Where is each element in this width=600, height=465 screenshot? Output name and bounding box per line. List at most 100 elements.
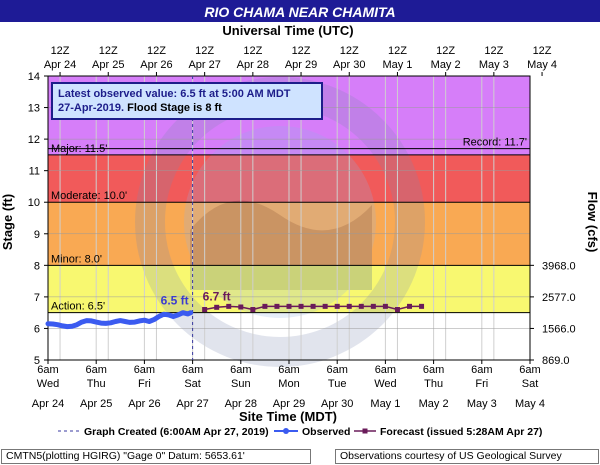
x-top-date: Apr 30	[333, 59, 365, 71]
legend-forecast-marker	[362, 428, 368, 434]
x-bottom-day: Tue	[328, 378, 347, 390]
legend-observed-label: Observed	[302, 426, 350, 438]
x-bottom-day: Sat	[184, 378, 201, 390]
data-series: 6.5 ft 6.7 ft	[45, 76, 425, 360]
x-top-date: Apr 29	[285, 59, 317, 71]
axes: 5 6 7 8 9 10 11 12 13 14 869.0 1566.0 2577.0 3968.0 6a…	[28, 45, 576, 410]
y-left-tick-label: 5	[34, 355, 40, 367]
x-bottom-day: Wed	[374, 378, 396, 390]
forecast-point	[310, 303, 316, 309]
observed-series-line	[45, 310, 194, 330]
x-top-hour: 12Z	[147, 45, 166, 57]
forecast-point	[238, 304, 244, 310]
x-top-date: May 2	[431, 59, 461, 71]
forecast-value-annotation: 6.7 ft	[203, 289, 231, 303]
x-bottom-time: 6am	[471, 364, 492, 376]
x-bottom-date: Apr 30	[321, 398, 353, 410]
bottom-axis-title: Site Time (MDT)	[239, 409, 337, 424]
x-bottom-time: 6am	[85, 364, 106, 376]
chart-title: RIO CHAMA NEAR CHAMITA	[204, 4, 395, 20]
forecast-point	[322, 303, 328, 309]
forecast-point	[334, 303, 340, 309]
legend-observed-marker	[283, 428, 289, 434]
threshold-lines: Major: 11.5'Moderate: 10.0'Minor: 8.0'Ac…	[48, 137, 530, 314]
y-left-tick-label: 14	[28, 71, 40, 83]
x-top-hour: 12Z	[243, 45, 262, 57]
x-bottom-date: May 1	[370, 398, 400, 410]
forecast-point	[274, 303, 280, 309]
legend: Graph Created (6:00AM Apr 27, 2019) Obser…	[58, 426, 542, 438]
y-right-tick-label: 1566.0	[542, 323, 576, 335]
forecast-point	[202, 307, 208, 313]
y-left-tick-label: 8	[34, 260, 40, 272]
forecast-point	[214, 304, 220, 310]
y-left-tick-label: 7	[34, 292, 40, 304]
record-label: Record: 11.7'	[463, 137, 527, 149]
x-top-hour: 12Z	[388, 45, 407, 57]
x-top-hour: 12Z	[340, 45, 359, 57]
top-axis-title: Universal Time (UTC)	[222, 23, 353, 38]
x-top-date: May 4	[527, 59, 557, 71]
x-bottom-date: Apr 29	[273, 398, 305, 410]
threshold-label-minor: Minor: 8.0'	[51, 253, 102, 265]
x-bottom-time: 6am	[519, 364, 540, 376]
y-left-tick-label: 13	[28, 103, 40, 115]
x-bottom-time: 6am	[182, 364, 203, 376]
x-top-date: Apr 28	[237, 59, 269, 71]
forecast-point	[286, 303, 292, 309]
x-bottom-day: Mon	[278, 378, 299, 390]
y-right-label: Flow (cfs)	[585, 192, 600, 253]
x-bottom-day: Sat	[522, 378, 539, 390]
forecast-point	[262, 303, 268, 309]
y-right-tick-label: 3968.0	[542, 260, 576, 272]
x-bottom-time: 6am	[326, 364, 347, 376]
footer-attribution: Observations courtesy of US Geological S…	[335, 449, 599, 464]
x-top-hour: 12Z	[436, 45, 455, 57]
y-left-tick-label: 11	[29, 166, 40, 178]
x-top-hour: 12Z	[292, 45, 311, 57]
x-bottom-time: 6am	[423, 364, 444, 376]
x-bottom-date: May 4	[515, 398, 545, 410]
x-bottom-date: Apr 28	[225, 398, 257, 410]
threshold-label-action: Action: 6.5'	[51, 301, 105, 313]
y-right-tick-label: 869.0	[542, 355, 570, 367]
x-top-date: Apr 25	[92, 59, 124, 71]
forecast-point	[407, 303, 412, 309]
x-bottom-date: May 3	[467, 398, 497, 410]
x-bottom-day: Thu	[424, 378, 443, 390]
x-bottom-time: 6am	[37, 364, 58, 376]
y-left-label: Stage (ft)	[0, 194, 15, 250]
flood-stage-text: Flood Stage is 8 ft	[127, 102, 222, 114]
threshold-label-moderate: Moderate: 10.0'	[51, 190, 127, 202]
x-top-date: May 1	[382, 59, 412, 71]
x-top-date: Apr 24	[44, 59, 76, 71]
latest-observed-line2: 27-Apr-2019. Flood Stage is 8 ft	[58, 101, 316, 115]
x-bottom-date: Apr 27	[176, 398, 208, 410]
observed-value-annotation: 6.5 ft	[161, 294, 189, 308]
title-bar	[0, 0, 600, 22]
forecast-point	[250, 307, 256, 313]
forecast-point	[370, 303, 376, 309]
x-bottom-time: 6am	[375, 364, 396, 376]
x-bottom-day: Sun	[231, 378, 251, 390]
x-bottom-date: Apr 24	[32, 398, 64, 410]
x-bottom-day: Wed	[37, 378, 59, 390]
x-bottom-day: Thu	[87, 378, 106, 390]
x-top-date: Apr 26	[140, 59, 172, 71]
forecast-point	[394, 307, 400, 313]
forecast-point	[382, 303, 388, 309]
y-left-tick-label: 6	[34, 323, 40, 335]
y-left-tick-label: 9	[34, 229, 40, 241]
x-bottom-day: Fri	[138, 378, 151, 390]
x-bottom-date: Apr 25	[80, 398, 112, 410]
forecast-point	[419, 303, 425, 309]
forecast-point	[358, 303, 364, 309]
observation-date: 27-Apr-2019.	[58, 102, 125, 114]
x-bottom-time: 6am	[278, 364, 299, 376]
y-right-tick-label: 2577.0	[542, 292, 576, 304]
y-left-tick-label: 12	[28, 134, 40, 146]
x-top-hour: 12Z	[51, 45, 70, 57]
x-bottom-date: Apr 26	[128, 398, 160, 410]
